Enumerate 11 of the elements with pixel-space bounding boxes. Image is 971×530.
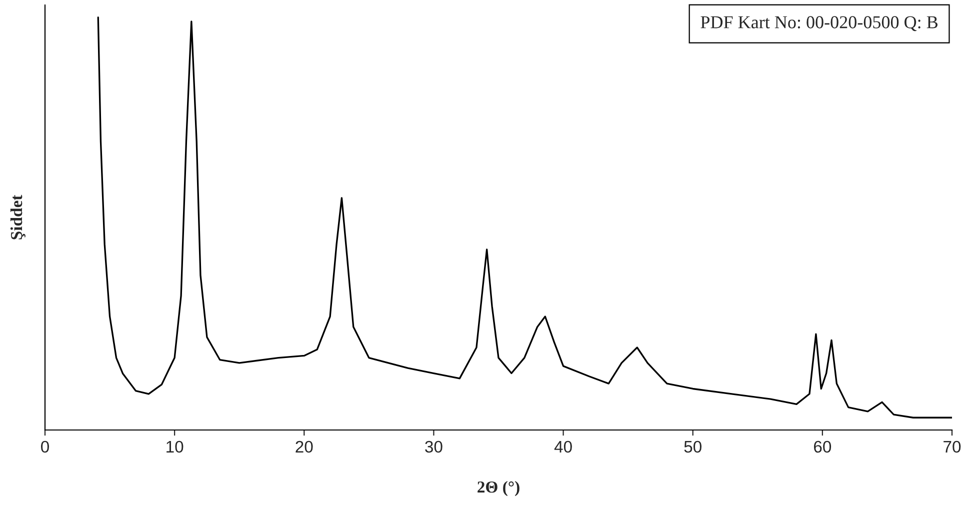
x-tick-label: 0 [41, 440, 49, 453]
x-tick-label: 30 [425, 440, 442, 453]
x-tick-label: 20 [296, 440, 313, 453]
y-axis-title: Şiddet [10, 194, 26, 240]
x-tick-label: 40 [554, 440, 572, 453]
x-tick-label: 60 [814, 440, 832, 453]
x-axis-title: 2Θ (°) [478, 480, 520, 496]
x-tick-label: 50 [684, 440, 702, 453]
x-tick-label: 10 [166, 440, 184, 453]
x-tick-label: 70 [944, 440, 961, 453]
annotation: PDF Kart No: 00-020-0500 Q: B [700, 16, 938, 32]
